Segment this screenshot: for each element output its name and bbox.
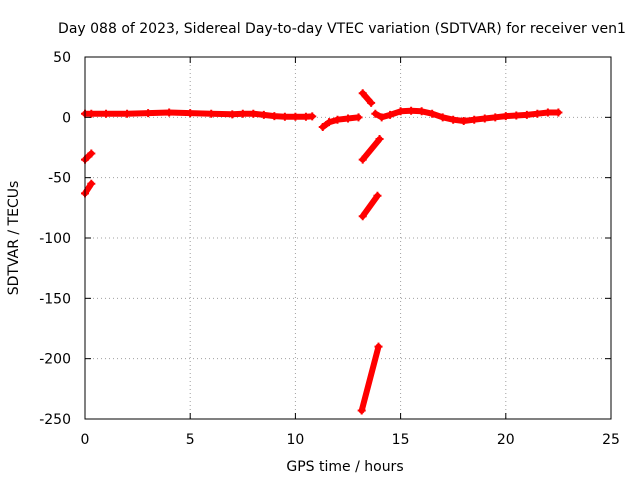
x-tick-label: 5 xyxy=(186,432,195,448)
series-line xyxy=(359,192,381,220)
data-point xyxy=(354,113,363,122)
tick-marks xyxy=(84,56,612,420)
data-point xyxy=(291,112,300,121)
y-tick-label: -50 xyxy=(48,171,71,187)
data-point xyxy=(428,109,437,118)
data-point xyxy=(270,112,279,121)
series-line xyxy=(82,180,95,197)
y-tick-label: -100 xyxy=(39,231,71,247)
y-axis-label: SDTVAR / TECUs xyxy=(6,181,22,296)
data-point xyxy=(207,109,216,118)
data-point xyxy=(344,114,352,123)
data-point xyxy=(459,116,468,125)
data-point xyxy=(102,109,111,118)
x-tick-label: 15 xyxy=(392,432,410,448)
data-point xyxy=(259,110,268,119)
data-point xyxy=(238,109,247,118)
data-point xyxy=(512,111,521,120)
data-point xyxy=(367,98,376,107)
data-point xyxy=(87,179,96,188)
data-point xyxy=(501,112,510,121)
x-tick-label: 10 xyxy=(286,432,304,448)
data-point xyxy=(123,109,132,118)
data-point xyxy=(386,110,395,119)
data-point xyxy=(371,109,380,118)
series-line xyxy=(358,343,382,414)
x-axis-label: GPS time / hours xyxy=(286,459,403,475)
data-point xyxy=(407,106,416,115)
data-point xyxy=(358,155,367,164)
chart-title: Day 088 of 2023, Sidereal Day-to-day VTE… xyxy=(58,21,626,37)
x-tick-labels: 0 5 10 15 20 25 xyxy=(81,432,620,448)
data-point xyxy=(318,122,327,131)
data-point xyxy=(374,342,383,351)
y-tick-labels: 50 0 -50 -100 -150 -200 -250 xyxy=(39,50,71,428)
data-point xyxy=(375,135,384,144)
data-point xyxy=(491,113,500,122)
data-point xyxy=(357,406,366,415)
series-line xyxy=(359,136,383,163)
y-tick-label: 0 xyxy=(62,110,71,126)
data-point xyxy=(358,89,367,98)
data-point xyxy=(522,110,531,119)
series-sdtvar xyxy=(81,89,563,415)
y-tick-label: -150 xyxy=(39,291,71,307)
series-line xyxy=(359,90,375,106)
y-tick-label: -200 xyxy=(39,352,71,368)
data-point xyxy=(87,109,96,118)
data-point xyxy=(87,149,96,158)
y-tick-label: -250 xyxy=(39,412,71,428)
data-point xyxy=(186,109,195,118)
data-point xyxy=(417,107,426,116)
data-point xyxy=(165,108,174,117)
data-point xyxy=(438,113,447,122)
data-point xyxy=(373,191,382,200)
x-tick-label: 0 xyxy=(81,432,90,448)
y-tick-label: 50 xyxy=(53,50,71,66)
data-point xyxy=(533,109,542,118)
data-point xyxy=(396,107,405,116)
data-point xyxy=(249,109,258,118)
data-point xyxy=(377,113,386,122)
data-point xyxy=(280,112,289,121)
data-point xyxy=(449,115,458,124)
x-tick-label: 20 xyxy=(497,432,515,448)
data-point xyxy=(358,212,367,221)
data-point xyxy=(554,108,563,117)
data-point xyxy=(333,115,342,124)
data-point xyxy=(325,118,334,127)
data-point xyxy=(228,110,237,119)
x-tick-label: 25 xyxy=(602,432,620,448)
data-point xyxy=(480,114,489,123)
data-point xyxy=(543,108,552,117)
data-point xyxy=(470,115,479,124)
data-point xyxy=(308,112,317,121)
data-point xyxy=(144,109,153,118)
